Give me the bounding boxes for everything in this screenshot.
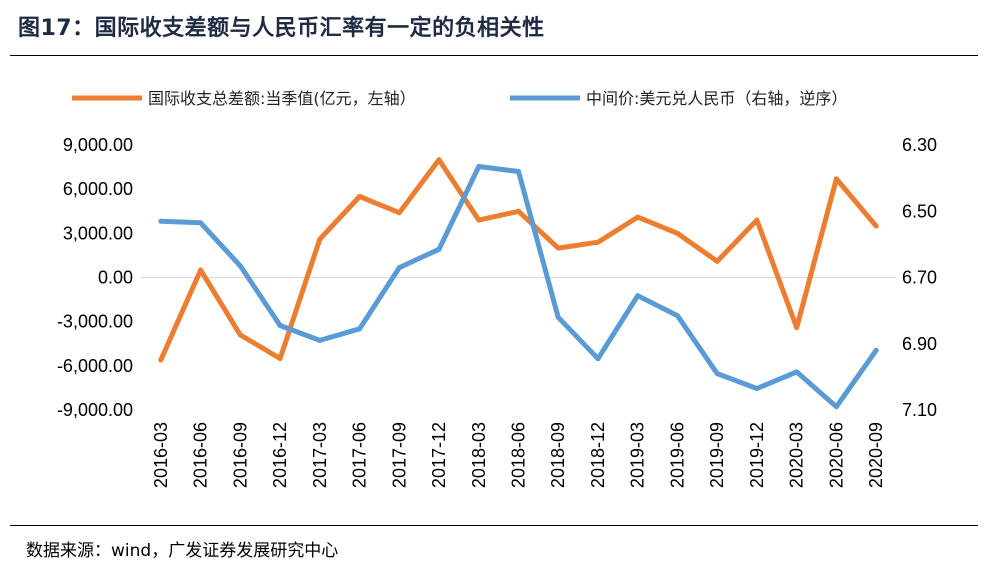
- left-tick-label: 3,000.00: [63, 223, 133, 243]
- fx-point: [396, 265, 402, 271]
- footer-divider: [10, 525, 978, 526]
- balance-series-line: [158, 157, 879, 363]
- right-tick-label: 7.10: [902, 400, 937, 420]
- fx-point: [516, 169, 521, 174]
- fx-point: [357, 326, 363, 332]
- x-tick-label: 2016-09: [230, 422, 250, 488]
- x-tick-label: 2016-03: [151, 422, 171, 488]
- fx-point: [635, 293, 641, 299]
- balance-point: [714, 258, 720, 264]
- balance-point: [754, 217, 760, 223]
- title-divider: [10, 55, 978, 56]
- balance-point: [317, 236, 323, 242]
- x-tick-label: 2017-03: [310, 422, 330, 488]
- fx-point: [158, 218, 164, 224]
- x-tick-label: 2017-06: [350, 422, 370, 488]
- fx-point: [873, 347, 879, 353]
- x-tick-label: 2019-12: [747, 422, 767, 488]
- legend-label-balance: 国际收支总差额:当季值(亿元，左轴）: [148, 89, 416, 108]
- balance-point: [555, 245, 561, 251]
- fx-point: [436, 246, 442, 252]
- x-tick-label: 2020-09: [866, 422, 886, 488]
- right-axis: 6.30 6.50 6.70 6.90 7.10: [902, 135, 937, 420]
- balance-point: [198, 267, 204, 273]
- x-tick-label: 2020-03: [787, 422, 807, 488]
- balance-point: [476, 217, 482, 223]
- x-tick-label: 2018-12: [588, 422, 608, 488]
- balance-point: [516, 208, 521, 214]
- balance-point: [357, 194, 363, 200]
- series-layer: [158, 157, 879, 410]
- balance-point: [674, 230, 680, 236]
- x-tick-label: 2019-06: [667, 422, 687, 488]
- x-tick-label: 2017-12: [429, 422, 449, 488]
- x-tick-label: 2018-03: [469, 422, 489, 488]
- fx-point: [476, 164, 482, 170]
- balance-point: [237, 332, 243, 338]
- fx-point: [794, 369, 800, 375]
- balance-point: [277, 355, 283, 361]
- figure-title: 图17：国际收支差额与人民币汇率有一定的负相关性: [18, 16, 545, 41]
- balance-point: [158, 357, 164, 363]
- left-tick-label: -3,000.00: [57, 312, 133, 332]
- fx-point: [237, 263, 243, 269]
- x-tick-label: 2020-06: [826, 422, 846, 488]
- left-axis: 9,000.00 6,000.00 3,000.00 0.00 -3,000.00 -6,…: [57, 135, 133, 420]
- fx-point: [555, 314, 561, 320]
- left-tick-label: -9,000.00: [57, 400, 133, 420]
- x-tick-label: 2018-06: [509, 422, 529, 488]
- x-tick-label: 2018-09: [548, 422, 568, 488]
- fx-series-line: [158, 164, 879, 410]
- x-tick-label: 2017-09: [389, 422, 409, 488]
- x-tick-label: 2019-09: [707, 422, 727, 488]
- right-tick-label: 6.30: [902, 135, 937, 155]
- legend: 国际收支总差额:当季值(亿元，左轴） 中间价:美元兑人民币（右轴，逆序）: [72, 89, 847, 108]
- right-tick-label: 6.70: [902, 268, 937, 288]
- x-tick-label: 2016-12: [270, 422, 290, 488]
- balance-point: [794, 325, 800, 331]
- x-axis: 2016-03 2016-06 2016-09 2016-12 2017-03 2017-…: [151, 422, 886, 488]
- fx-point: [317, 337, 323, 343]
- balance-point: [436, 157, 442, 163]
- fx-point: [714, 371, 720, 377]
- fx-point: [595, 356, 601, 362]
- left-tick-label: 9,000.00: [63, 135, 133, 155]
- left-tick-label: 0.00: [98, 268, 133, 288]
- balance-point: [595, 239, 601, 245]
- fx-point: [833, 404, 839, 410]
- fx-point: [198, 220, 204, 226]
- fx-point: [277, 323, 283, 329]
- x-tick-label: 2016-06: [191, 422, 211, 488]
- right-tick-label: 6.50: [902, 201, 937, 221]
- source-note: 数据来源：wind，广发证券发展研究中心: [26, 541, 339, 561]
- balance-point: [873, 223, 879, 229]
- balance-point: [396, 210, 402, 216]
- x-tick-label: 2019-03: [628, 422, 648, 488]
- legend-label-fx: 中间价:美元兑人民币（右轴，逆序）: [586, 89, 847, 108]
- left-tick-label: -6,000.00: [57, 356, 133, 376]
- fx-point: [674, 313, 680, 319]
- balance-point: [833, 176, 839, 182]
- balance-point: [635, 214, 641, 220]
- left-tick-label: 6,000.00: [63, 179, 133, 199]
- fx-point: [754, 385, 760, 391]
- right-tick-label: 6.90: [902, 334, 937, 354]
